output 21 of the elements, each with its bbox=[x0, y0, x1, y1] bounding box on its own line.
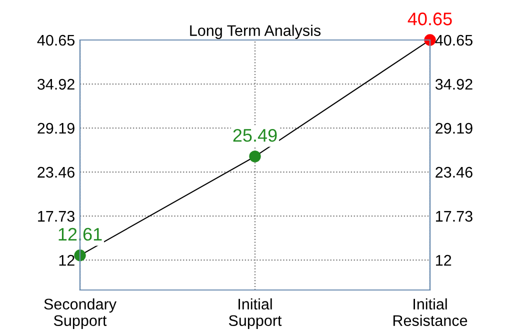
point bbox=[424, 34, 436, 46]
y-tick-label: 29.19 bbox=[38, 122, 74, 134]
y-tick-label: 17.73 bbox=[38, 210, 74, 222]
y-tick-label: 34.92 bbox=[37, 78, 74, 90]
y-tick-label: 12 bbox=[59, 254, 74, 266]
y-tick-label: 23.46 bbox=[38, 166, 74, 178]
data-label: 25.49 bbox=[233, 128, 277, 142]
y2-tick-label: 12 bbox=[436, 254, 452, 266]
y2-tick-label: 40.65 bbox=[435, 34, 472, 46]
y2-tick-label: 17.73 bbox=[436, 210, 472, 222]
chart-title: Long Term Analysis bbox=[190, 24, 321, 40]
y2-tick-label: 29.19 bbox=[436, 122, 472, 134]
data-label: 40.65 bbox=[408, 12, 452, 26]
x-tick-label: Initial Support bbox=[228, 298, 282, 330]
y2-tick-label: 34.92 bbox=[435, 78, 472, 90]
point bbox=[249, 150, 261, 162]
x-tick-label: Secondary Support bbox=[44, 298, 116, 330]
point bbox=[74, 250, 86, 262]
x-tick-label: Initial Resistance bbox=[393, 298, 468, 326]
y2-tick-label: 23.46 bbox=[436, 166, 472, 178]
y-tick-label: 40.65 bbox=[37, 34, 74, 46]
